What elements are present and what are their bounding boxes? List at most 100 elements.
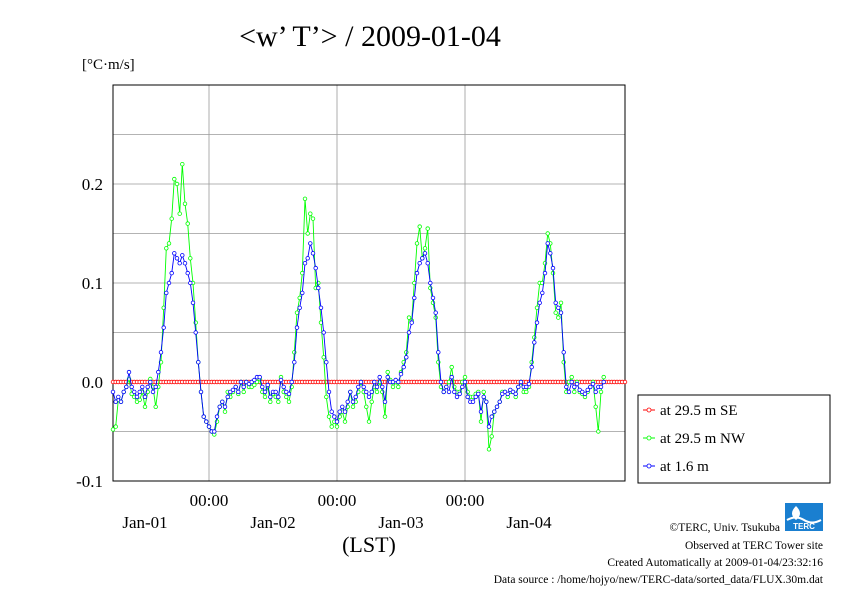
data-point	[169, 216, 174, 221]
data-point	[225, 394, 230, 400]
data-point	[590, 381, 596, 387]
data-point	[110, 427, 116, 432]
data-point	[401, 364, 406, 370]
data-point	[177, 211, 182, 216]
data-point	[166, 241, 172, 246]
data-point	[262, 389, 268, 395]
data-point	[478, 409, 484, 414]
legend-item: at 29.5 m SE	[643, 403, 738, 419]
data-point	[316, 285, 321, 291]
data-point	[470, 399, 476, 404]
data-point	[414, 241, 420, 246]
data-point	[145, 384, 150, 390]
data-point	[396, 379, 401, 385]
data-point	[300, 290, 305, 296]
data-point	[569, 379, 574, 385]
y-axis-unit-label: [°C·m/s]	[82, 57, 135, 73]
data-point	[137, 397, 142, 402]
data-point	[292, 360, 297, 365]
data-point	[436, 350, 441, 355]
data-point	[593, 404, 598, 409]
data-point	[548, 251, 553, 256]
data-point	[132, 389, 137, 395]
data-point	[452, 389, 457, 395]
data-point	[268, 394, 273, 400]
data-point	[110, 389, 116, 395]
data-point	[380, 384, 385, 390]
data-point	[556, 315, 561, 320]
data-point	[252, 377, 257, 383]
data-point	[308, 211, 313, 216]
chart-title: <w’ T’> / 2009-01-04	[239, 20, 501, 53]
series-layer	[110, 161, 628, 452]
x-tick-label: 00:00	[190, 491, 229, 510]
data-point	[257, 374, 262, 380]
y-tick-label: -0.1	[76, 472, 103, 491]
data-point	[486, 424, 492, 429]
day-label: Jan-02	[250, 513, 295, 532]
data-point	[124, 384, 129, 390]
data-point	[430, 295, 436, 301]
x-tick-label: 00:00	[446, 491, 485, 510]
data-point	[529, 364, 534, 370]
day-label: Jan-04	[506, 513, 552, 532]
data-point	[409, 320, 414, 325]
data-point	[252, 382, 257, 388]
data-point	[537, 300, 542, 305]
data-point	[369, 389, 374, 395]
data-point	[481, 394, 486, 400]
data-point	[260, 384, 265, 390]
data-point	[342, 419, 348, 424]
data-point	[494, 404, 500, 409]
data-point	[414, 270, 420, 276]
data-point	[364, 404, 369, 409]
series-1	[110, 379, 628, 385]
data-point	[321, 355, 326, 360]
data-point	[361, 384, 366, 390]
data-point	[534, 320, 540, 325]
data-point	[489, 434, 494, 439]
data-point	[417, 261, 422, 266]
data-point	[374, 384, 380, 390]
data-point	[268, 399, 273, 404]
data-point	[302, 196, 308, 201]
data-point	[318, 305, 324, 310]
data-point	[422, 251, 428, 256]
data-point	[540, 290, 545, 296]
data-point	[172, 176, 177, 182]
data-point	[404, 355, 409, 360]
data-point	[524, 384, 529, 390]
data-point	[185, 221, 190, 226]
legend-label: at 1.6 m	[660, 459, 709, 475]
data-point	[201, 414, 206, 419]
data-point	[182, 261, 188, 266]
data-point	[190, 300, 196, 305]
data-point	[348, 389, 353, 395]
data-point	[457, 391, 462, 397]
data-point	[324, 394, 329, 400]
y-tick-label: 0.0	[82, 373, 103, 392]
data-point	[238, 379, 244, 385]
data-point	[241, 389, 246, 395]
legend-marker	[646, 463, 652, 469]
data-point	[276, 399, 281, 404]
data-point	[369, 399, 374, 404]
data-point	[177, 261, 182, 266]
data-point	[174, 181, 180, 187]
data-point	[462, 379, 468, 385]
data-point	[526, 381, 532, 387]
data-point	[329, 424, 334, 429]
data-point	[188, 256, 193, 261]
data-point	[553, 300, 558, 305]
data-point	[188, 280, 193, 286]
data-point	[588, 384, 593, 390]
data-point	[406, 330, 412, 335]
data-point	[497, 399, 502, 404]
data-point	[174, 256, 180, 261]
data-point	[126, 369, 132, 375]
data-point	[222, 409, 228, 414]
data-point	[518, 379, 524, 385]
plot-frame	[112, 84, 626, 482]
data-point	[148, 379, 153, 385]
data-point	[366, 419, 372, 424]
